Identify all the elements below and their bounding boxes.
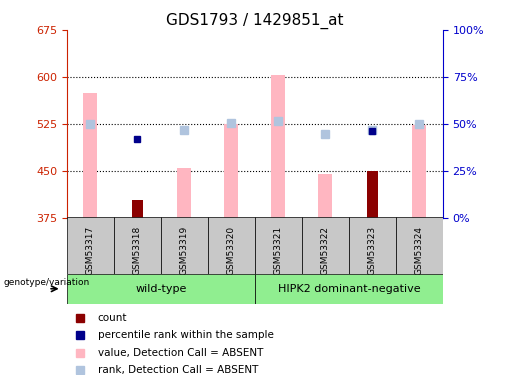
Text: GSM53320: GSM53320 <box>227 226 236 275</box>
Bar <box>255 217 302 274</box>
Bar <box>271 75 285 217</box>
Bar <box>396 217 443 274</box>
Bar <box>131 200 143 217</box>
Text: GSM53324: GSM53324 <box>415 226 424 275</box>
Text: wild-type: wild-type <box>135 284 186 294</box>
Bar <box>208 217 255 274</box>
Bar <box>349 217 396 274</box>
Bar <box>67 217 114 274</box>
Bar <box>177 168 192 217</box>
Text: value, Detection Call = ABSENT: value, Detection Call = ABSENT <box>98 348 263 358</box>
Text: GSM53323: GSM53323 <box>368 226 377 275</box>
Bar <box>367 171 379 217</box>
Bar <box>302 217 349 274</box>
Bar <box>161 217 208 274</box>
Text: HIPK2 dominant-negative: HIPK2 dominant-negative <box>278 284 420 294</box>
Bar <box>67 274 255 304</box>
Bar <box>83 93 97 218</box>
Text: rank, Detection Call = ABSENT: rank, Detection Call = ABSENT <box>98 365 258 375</box>
Text: GSM53318: GSM53318 <box>133 226 142 275</box>
Bar <box>225 124 238 218</box>
Bar <box>114 217 161 274</box>
Bar <box>255 274 443 304</box>
Text: GSM53322: GSM53322 <box>321 226 330 275</box>
Text: percentile rank within the sample: percentile rank within the sample <box>98 330 273 340</box>
Text: GSM53321: GSM53321 <box>274 226 283 275</box>
Title: GDS1793 / 1429851_at: GDS1793 / 1429851_at <box>166 12 344 28</box>
Bar <box>318 174 333 217</box>
Bar <box>413 125 426 217</box>
Text: count: count <box>98 313 127 322</box>
Text: genotype/variation: genotype/variation <box>3 278 90 287</box>
Text: GSM53319: GSM53319 <box>180 226 189 275</box>
Text: GSM53317: GSM53317 <box>86 226 95 275</box>
